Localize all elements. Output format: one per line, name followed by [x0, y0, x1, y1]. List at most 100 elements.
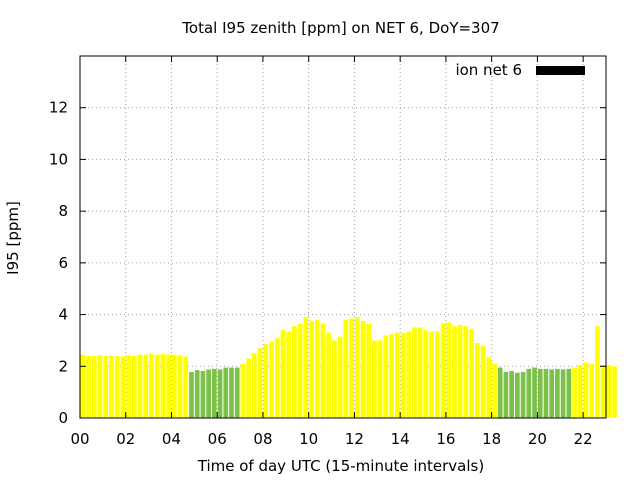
bar	[137, 354, 143, 418]
bar	[446, 322, 452, 418]
y-tick-label: 8	[58, 202, 68, 220]
bar	[595, 326, 600, 418]
bar	[492, 363, 497, 418]
plot-frame	[79, 55, 607, 419]
bar	[555, 368, 560, 418]
bar	[377, 340, 383, 418]
bar	[429, 331, 434, 418]
bar	[543, 368, 549, 418]
bar	[366, 323, 372, 418]
y-tick-label: 4	[58, 306, 68, 324]
bar	[263, 344, 269, 418]
bar	[389, 333, 394, 418]
chart-title: Total I95 zenith [ppm] on NET 6, DoY=307	[181, 19, 499, 37]
bar	[612, 366, 617, 418]
x-tick-label: 06	[208, 430, 227, 448]
bar	[417, 327, 423, 418]
bar	[434, 331, 440, 418]
bar	[80, 354, 86, 418]
x-axis: 00 02 04 06 08 10 12 14 16 18 20 22	[70, 56, 593, 448]
bar	[314, 319, 320, 418]
bar	[234, 367, 240, 418]
bar	[246, 358, 251, 418]
bar	[606, 364, 612, 418]
bar	[200, 370, 206, 418]
bar	[486, 357, 492, 418]
bar	[589, 363, 595, 418]
grid	[80, 56, 606, 418]
bar	[583, 362, 589, 418]
bar	[549, 369, 555, 418]
x-tick-label: 22	[574, 430, 593, 448]
bar	[143, 354, 149, 418]
bar	[337, 336, 343, 418]
bar	[103, 355, 109, 418]
bar	[469, 328, 474, 418]
bar	[332, 340, 337, 418]
bar	[131, 355, 137, 418]
legend: ion net 6	[455, 61, 585, 79]
bar	[354, 317, 360, 418]
bar	[532, 367, 537, 418]
x-tick-label: 18	[482, 430, 501, 448]
x-tick-label: 14	[391, 430, 410, 448]
bar	[269, 341, 274, 418]
bar	[252, 353, 257, 418]
y-axis: 0 2 4 6 8 10 12	[49, 99, 606, 427]
bar	[114, 355, 120, 418]
bar	[223, 367, 229, 418]
bar	[177, 355, 183, 418]
bar	[189, 371, 194, 418]
x-tick-label: 04	[162, 430, 181, 448]
bar	[349, 318, 354, 418]
bar	[537, 368, 543, 418]
bar	[526, 368, 532, 418]
y-tick-label: 6	[58, 254, 68, 272]
bar	[452, 326, 457, 418]
bar	[309, 321, 314, 418]
bar	[440, 323, 446, 418]
bar	[154, 354, 160, 418]
bar	[183, 356, 189, 418]
bar	[400, 332, 406, 418]
bar	[217, 369, 223, 418]
bars	[80, 317, 617, 418]
bar	[406, 331, 412, 418]
bar	[160, 353, 166, 418]
x-tick-label: 02	[116, 430, 135, 448]
bar	[320, 323, 326, 418]
bar	[326, 332, 332, 418]
bar	[503, 371, 509, 418]
legend-swatch	[536, 66, 585, 75]
bar	[166, 354, 171, 418]
bar	[212, 368, 217, 418]
bar	[91, 355, 97, 418]
bar	[120, 356, 126, 418]
bar	[171, 354, 177, 418]
bar	[286, 331, 292, 418]
bar	[274, 337, 280, 418]
bar	[560, 369, 566, 418]
bar	[240, 363, 246, 418]
y-tick-label: 2	[58, 357, 68, 375]
bar	[412, 327, 417, 418]
x-tick-label: 08	[253, 430, 272, 448]
bar	[206, 369, 211, 418]
y-axis-label: I95 [ppm]	[4, 201, 22, 275]
bar	[457, 324, 463, 418]
bar	[229, 367, 234, 418]
bar	[194, 370, 200, 418]
bar	[497, 367, 503, 418]
y-tick-label: 0	[58, 409, 68, 427]
bar	[480, 345, 486, 418]
bar	[303, 317, 309, 418]
bar	[97, 355, 103, 418]
bar	[577, 364, 583, 418]
bar	[360, 321, 366, 418]
bar	[149, 353, 154, 418]
bar	[109, 355, 114, 418]
legend-label: ion net 6	[455, 61, 522, 79]
bar	[383, 335, 389, 418]
bar	[566, 368, 572, 418]
